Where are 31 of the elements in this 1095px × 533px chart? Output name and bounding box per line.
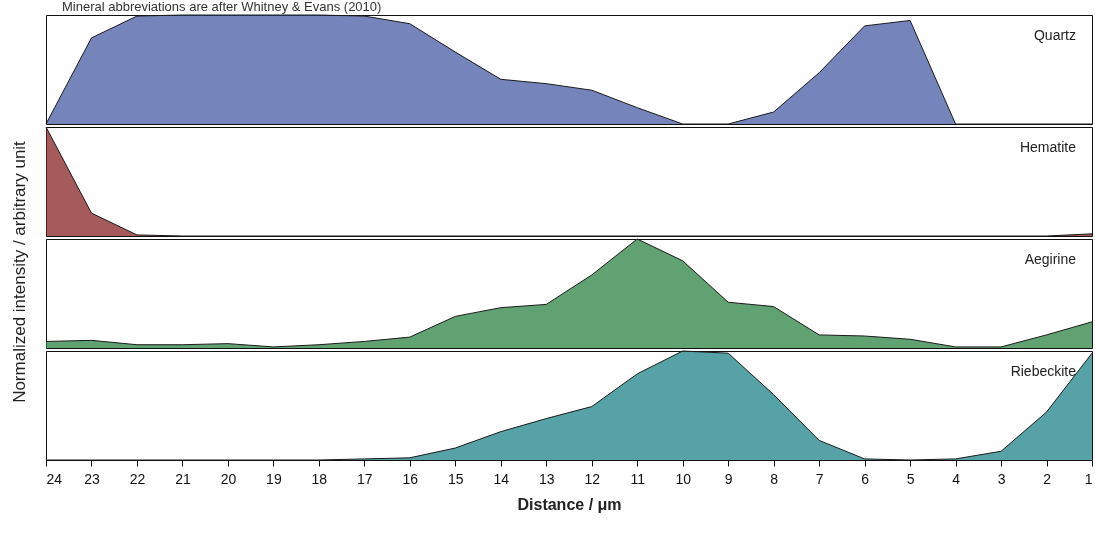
x-tick-label: 5 bbox=[906, 470, 915, 487]
text: Aegirine bbox=[1024, 251, 1077, 267]
x-tick-label: 16 bbox=[402, 470, 419, 487]
y-axis-title: Normalized intensity / arbitrary unit bbox=[10, 140, 30, 403]
series-label: Riebeckite bbox=[1010, 363, 1077, 379]
x-axis-title: Distance / μm bbox=[517, 495, 622, 513]
x-tick-label: 2 bbox=[1043, 470, 1052, 487]
x-tick-label: 20 bbox=[220, 470, 237, 487]
x-tick-label: 13 bbox=[538, 470, 555, 487]
x-tick-label: 4 bbox=[952, 470, 961, 487]
text: Mineral abbreviations are after Whitney & Evans (2010) bbox=[61, 0, 383, 14]
x-tick-label: 23 bbox=[84, 470, 100, 487]
x-tick-label: 9 bbox=[724, 470, 733, 487]
x-tick-label: 17 bbox=[357, 470, 373, 487]
x-tick-label: 22 bbox=[129, 470, 146, 487]
x-tick-label: 3 bbox=[997, 470, 1006, 487]
x-tick-label: 18 bbox=[311, 470, 328, 487]
x-tick-label: 24 bbox=[46, 470, 63, 487]
x-tick-label: 10 bbox=[675, 470, 692, 487]
x-tick-label: 12 bbox=[584, 470, 601, 487]
text: Quartz bbox=[1033, 27, 1076, 43]
x-tick-label: 21 bbox=[175, 470, 191, 487]
x-tick-label: 15 bbox=[448, 470, 464, 487]
x-tick-label: 14 bbox=[493, 470, 510, 487]
x-tick-label: 1 bbox=[1084, 470, 1093, 487]
x-tick-label: 19 bbox=[266, 470, 282, 487]
x-tick-label: 6 bbox=[861, 470, 870, 487]
x-tick-label: 7 bbox=[815, 470, 824, 487]
x-tick-label: 11 bbox=[630, 470, 646, 487]
text: Hematite bbox=[1019, 139, 1077, 155]
x-tick-label: 8 bbox=[770, 470, 779, 487]
